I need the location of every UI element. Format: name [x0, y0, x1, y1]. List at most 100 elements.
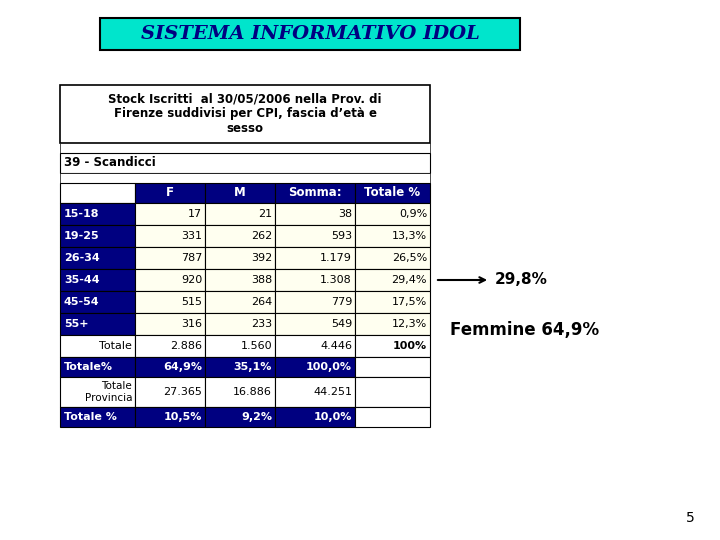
FancyBboxPatch shape: [355, 291, 430, 313]
FancyBboxPatch shape: [355, 335, 430, 357]
FancyBboxPatch shape: [205, 335, 275, 357]
Text: 15-18: 15-18: [64, 209, 99, 219]
FancyBboxPatch shape: [275, 291, 355, 313]
FancyBboxPatch shape: [135, 377, 205, 407]
FancyBboxPatch shape: [275, 357, 355, 377]
Text: 100%: 100%: [393, 341, 427, 351]
Text: Totale %: Totale %: [364, 186, 420, 199]
Text: F: F: [166, 186, 174, 199]
Text: 17: 17: [188, 209, 202, 219]
FancyBboxPatch shape: [135, 313, 205, 335]
Text: 12,3%: 12,3%: [392, 319, 427, 329]
Text: 4.446: 4.446: [320, 341, 352, 351]
FancyBboxPatch shape: [135, 225, 205, 247]
Text: 21: 21: [258, 209, 272, 219]
Text: 264: 264: [251, 297, 272, 307]
Text: 331: 331: [181, 231, 202, 241]
FancyBboxPatch shape: [355, 269, 430, 291]
FancyBboxPatch shape: [205, 357, 275, 377]
Text: 35,1%: 35,1%: [233, 362, 272, 372]
Text: 388: 388: [251, 275, 272, 285]
Text: 64,9%: 64,9%: [163, 362, 202, 372]
FancyBboxPatch shape: [60, 153, 430, 173]
Text: 55+: 55+: [64, 319, 89, 329]
Text: 35-44: 35-44: [64, 275, 99, 285]
FancyBboxPatch shape: [275, 269, 355, 291]
FancyBboxPatch shape: [60, 143, 430, 153]
FancyBboxPatch shape: [355, 377, 430, 407]
Text: 316: 316: [181, 319, 202, 329]
Text: 515: 515: [181, 297, 202, 307]
FancyBboxPatch shape: [100, 18, 520, 50]
FancyBboxPatch shape: [275, 377, 355, 407]
FancyBboxPatch shape: [60, 407, 135, 427]
FancyBboxPatch shape: [355, 203, 430, 225]
FancyBboxPatch shape: [275, 203, 355, 225]
Text: 9,2%: 9,2%: [241, 412, 272, 422]
Text: 2.886: 2.886: [170, 341, 202, 351]
FancyBboxPatch shape: [205, 377, 275, 407]
Text: 10,5%: 10,5%: [163, 412, 202, 422]
FancyBboxPatch shape: [60, 225, 135, 247]
FancyBboxPatch shape: [275, 183, 355, 203]
FancyBboxPatch shape: [205, 183, 275, 203]
Text: Somma:: Somma:: [288, 186, 342, 199]
Text: 1.560: 1.560: [240, 341, 272, 351]
Text: 1.179: 1.179: [320, 253, 352, 263]
FancyBboxPatch shape: [60, 291, 135, 313]
Text: Totale: Totale: [99, 341, 132, 351]
Text: 233: 233: [251, 319, 272, 329]
FancyBboxPatch shape: [205, 225, 275, 247]
FancyBboxPatch shape: [60, 313, 135, 335]
FancyBboxPatch shape: [275, 313, 355, 335]
FancyBboxPatch shape: [60, 269, 135, 291]
Text: 44.251: 44.251: [313, 387, 352, 397]
FancyBboxPatch shape: [205, 291, 275, 313]
FancyBboxPatch shape: [135, 203, 205, 225]
Text: 27.365: 27.365: [163, 387, 202, 397]
FancyBboxPatch shape: [135, 247, 205, 269]
Text: 549: 549: [330, 319, 352, 329]
Text: Totale %: Totale %: [64, 412, 117, 422]
Text: 0,9%: 0,9%: [399, 209, 427, 219]
Text: 39 - Scandicci: 39 - Scandicci: [64, 157, 156, 170]
Text: 13,3%: 13,3%: [392, 231, 427, 241]
Text: Stock Iscritti  al 30/05/2006 nella Prov. di
Firenze suddivisi per CPI, fascia d: Stock Iscritti al 30/05/2006 nella Prov.…: [108, 92, 382, 136]
Text: 779: 779: [330, 297, 352, 307]
FancyBboxPatch shape: [355, 313, 430, 335]
Text: M: M: [234, 186, 246, 199]
Text: 787: 787: [181, 253, 202, 263]
FancyBboxPatch shape: [355, 225, 430, 247]
FancyBboxPatch shape: [135, 335, 205, 357]
Text: 100,0%: 100,0%: [306, 362, 352, 372]
FancyBboxPatch shape: [355, 247, 430, 269]
Text: 29,4%: 29,4%: [392, 275, 427, 285]
FancyBboxPatch shape: [60, 183, 135, 203]
Text: 29,8%: 29,8%: [495, 273, 548, 287]
FancyBboxPatch shape: [135, 269, 205, 291]
Text: 45-54: 45-54: [64, 297, 99, 307]
FancyBboxPatch shape: [60, 335, 135, 357]
FancyBboxPatch shape: [205, 247, 275, 269]
Text: Femmine 64,9%: Femmine 64,9%: [450, 321, 599, 339]
FancyBboxPatch shape: [205, 313, 275, 335]
FancyBboxPatch shape: [205, 269, 275, 291]
FancyBboxPatch shape: [135, 183, 205, 203]
Text: 16.886: 16.886: [233, 387, 272, 397]
FancyBboxPatch shape: [60, 377, 135, 407]
FancyBboxPatch shape: [275, 225, 355, 247]
Text: 19-25: 19-25: [64, 231, 99, 241]
Text: 26-34: 26-34: [64, 253, 100, 263]
FancyBboxPatch shape: [135, 357, 205, 377]
Text: 5: 5: [686, 511, 695, 525]
FancyBboxPatch shape: [275, 407, 355, 427]
FancyBboxPatch shape: [135, 407, 205, 427]
FancyBboxPatch shape: [275, 335, 355, 357]
FancyBboxPatch shape: [60, 203, 135, 225]
FancyBboxPatch shape: [355, 407, 430, 427]
Text: 262: 262: [251, 231, 272, 241]
FancyBboxPatch shape: [60, 357, 135, 377]
Text: 593: 593: [331, 231, 352, 241]
FancyBboxPatch shape: [205, 407, 275, 427]
Text: 10,0%: 10,0%: [314, 412, 352, 422]
